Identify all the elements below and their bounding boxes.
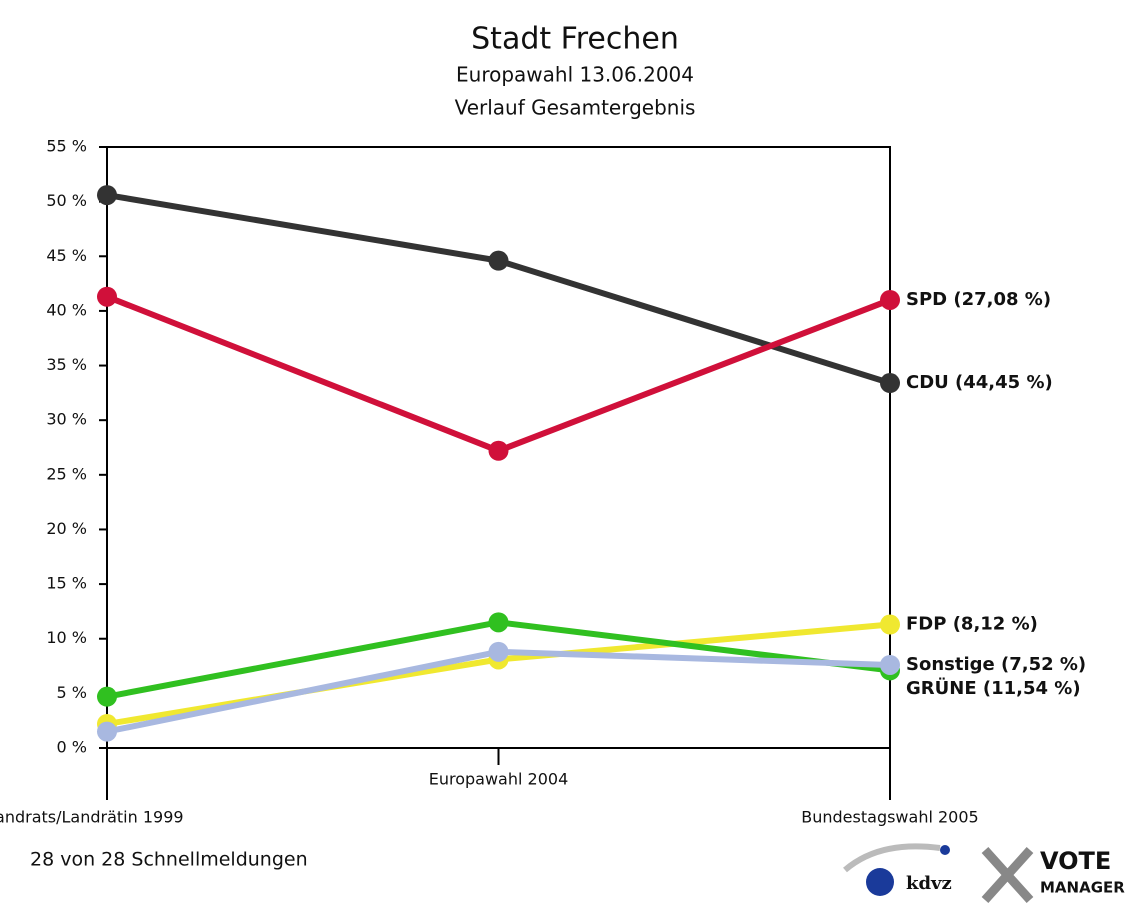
logo-ball [940,845,950,855]
y-tick-label: 55 % [46,137,87,156]
logo: kdvz VOTE MANAGER [843,843,1125,904]
x-tick-label: Europawahl 2004 [429,770,569,789]
logo-product: MANAGER [1040,879,1125,897]
point [97,286,117,307]
point [488,250,509,271]
chart-title: Stadt Frechen [471,22,679,57]
series-label: FDP (8,12 %) [906,614,1038,635]
point [880,289,900,310]
point [97,686,117,707]
x-tick-label: Bundestagswahl 2005 [801,808,978,827]
logo-ball [866,868,894,896]
footer-note: 28 von 28 Schnellmeldungen [30,849,308,871]
point [488,612,509,633]
series-line [105,293,892,454]
point [488,641,509,662]
y-tick-label: 20 % [46,519,87,538]
logo-brand: kdvz [906,873,952,894]
y-tick-label: 10 % [46,628,87,647]
y-tick-label: 25 % [46,464,87,483]
series-label: SPD (27,08 %) [906,289,1051,310]
y-tick-label: 30 % [46,410,87,429]
point [97,721,117,742]
point [97,185,117,206]
y-tick-label: 45 % [46,246,87,265]
y-tick-label: 40 % [46,300,87,319]
logo-cross [981,846,1034,904]
series-label: GRÜNE (11,54 %) [906,677,1081,699]
point [880,654,900,675]
y-tick-label: 15 % [46,574,87,593]
x-tick-label: Wahl des/der Landrats/Landrätin 1999 [0,808,184,827]
chart-subtitle: Europawahl 13.06.2004 [456,63,694,87]
logo-product: VOTE [1040,847,1111,875]
point [880,373,900,394]
point [880,614,900,635]
point [488,440,509,461]
series-label: Sonstige (7,52 %) [906,654,1086,675]
y-tick-label: 50 % [46,191,87,210]
y-tick-label: 35 % [46,355,87,374]
chart-subtitle: Verlauf Gesamtergebnis [455,96,696,120]
series-label: CDU (44,45 %) [906,372,1053,393]
series-line [106,192,891,386]
y-tick-label: 5 % [57,683,87,702]
y-tick-label: 0 % [57,738,87,757]
logo-swoosh [843,843,941,873]
